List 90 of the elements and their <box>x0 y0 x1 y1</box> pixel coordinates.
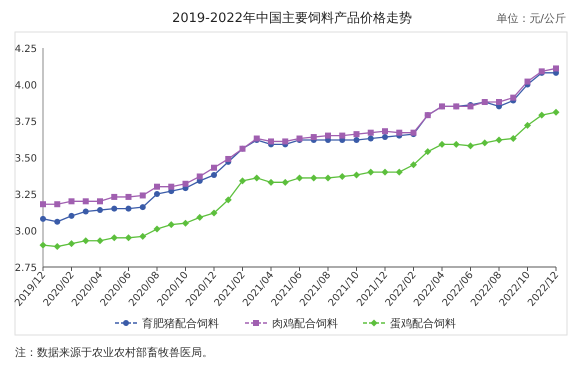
point <box>68 198 74 204</box>
y-tick-label: 3.50 <box>14 154 37 164</box>
y-tick-label: 3.25 <box>14 190 37 201</box>
point <box>224 196 232 204</box>
point <box>154 184 160 190</box>
point <box>552 108 560 116</box>
point <box>239 177 246 184</box>
point <box>538 112 546 119</box>
point <box>467 142 474 150</box>
point <box>126 206 132 212</box>
point <box>140 192 146 198</box>
point <box>54 218 60 225</box>
point <box>339 132 346 139</box>
point <box>253 174 260 182</box>
y-tick-label: 3.75 <box>14 117 37 128</box>
point <box>196 214 204 221</box>
point <box>496 99 502 106</box>
point <box>182 180 188 187</box>
point <box>182 220 189 227</box>
point <box>154 191 160 197</box>
legend-label: 肉鸡配合饲料 <box>272 317 338 330</box>
point <box>82 198 89 204</box>
point <box>452 140 460 148</box>
point <box>410 161 417 168</box>
y-tick-label: 2.75 <box>14 263 37 274</box>
point <box>111 194 118 200</box>
point <box>382 168 388 176</box>
point <box>68 240 75 248</box>
point <box>481 139 488 146</box>
point <box>282 138 288 144</box>
point <box>353 172 360 179</box>
point <box>140 204 146 210</box>
point <box>40 242 46 249</box>
point <box>438 140 446 148</box>
point <box>40 201 46 208</box>
point <box>354 136 360 143</box>
point <box>54 201 60 208</box>
point <box>282 178 289 186</box>
point <box>510 94 516 101</box>
point <box>354 131 360 138</box>
point <box>82 237 90 244</box>
point <box>154 226 160 233</box>
point <box>168 184 174 190</box>
point <box>82 208 89 215</box>
point <box>168 221 175 228</box>
y-tick-label: 4.00 <box>14 80 37 92</box>
point <box>110 234 118 242</box>
y-tick-label: 4.25 <box>14 44 37 55</box>
point <box>424 148 432 156</box>
legend-label: 育肥猪配合饲料 <box>142 317 219 330</box>
point <box>524 78 530 85</box>
point <box>382 134 388 140</box>
point <box>268 138 274 144</box>
point <box>210 209 218 216</box>
point <box>68 212 74 219</box>
point <box>382 128 388 134</box>
point <box>196 173 203 180</box>
point <box>368 136 374 142</box>
y-tick-label: 3.00 <box>14 226 37 238</box>
point <box>111 206 118 212</box>
point <box>96 237 104 244</box>
point <box>211 164 217 171</box>
point <box>310 174 318 182</box>
point <box>553 65 559 72</box>
point <box>40 216 46 222</box>
point <box>338 172 346 180</box>
point <box>211 172 217 178</box>
point <box>510 135 517 142</box>
point <box>396 130 402 136</box>
point <box>54 243 61 250</box>
point <box>368 130 374 136</box>
point <box>268 178 274 186</box>
point <box>396 168 403 176</box>
point <box>496 136 502 144</box>
point <box>126 194 132 200</box>
point <box>97 207 103 214</box>
point <box>325 132 331 139</box>
point <box>367 168 374 176</box>
point <box>125 234 132 242</box>
point <box>225 156 232 162</box>
text: 注：数据来源于农业农村部畜牧兽医局。 <box>15 346 213 359</box>
point <box>139 232 146 240</box>
legend-label: 蛋鸡配合饲料 <box>390 317 456 330</box>
point <box>310 134 317 140</box>
point <box>524 122 531 129</box>
chart-title: 2019-2022年中国主要饲料产品价格走势 <box>172 10 412 26</box>
point <box>97 198 103 204</box>
point <box>296 174 303 182</box>
point <box>324 174 332 182</box>
chart-subtitle: 单位：元/公斤 <box>496 12 566 25</box>
